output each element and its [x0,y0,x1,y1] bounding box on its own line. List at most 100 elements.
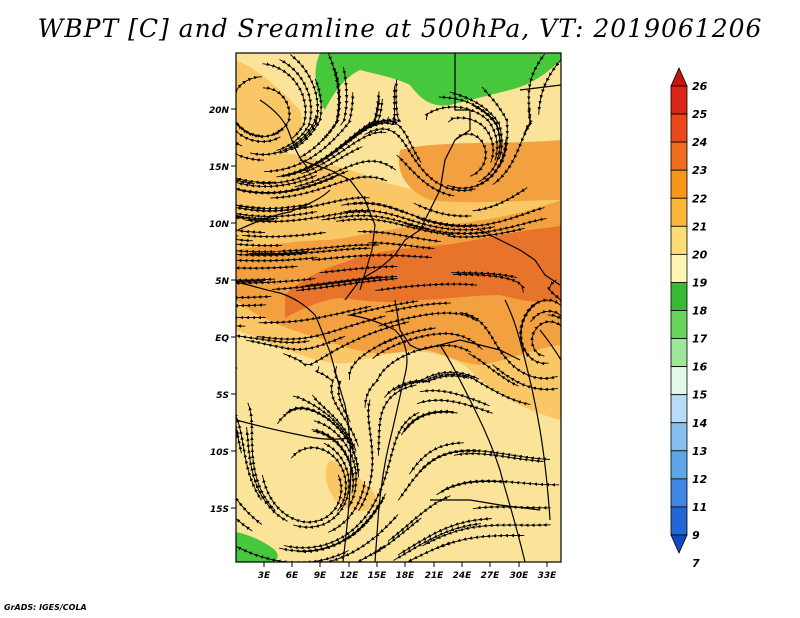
colorbar-top-arrow [670,67,688,87]
colorbar-box [670,366,688,396]
streamline [336,541,455,562]
lon-label: 24E [453,571,473,581]
streamline [418,448,550,473]
streamline [276,59,313,151]
streamline [385,301,451,313]
colorbar-box [670,506,688,536]
streamline [270,175,388,200]
colorbar-label: 20 [692,248,708,261]
colorbar-label: 26 [692,80,708,93]
colorbar-label: 13 [692,445,708,458]
colorbar-box [670,450,688,480]
streamline [312,253,433,262]
colorbar-label: 25 [692,108,708,121]
latitude-axis: 20N 15N 10N 5N EQ 5S 10S 15S [209,106,236,515]
streamline [236,322,246,328]
lon-label: 15E [368,571,388,581]
lat-label: 15N [209,163,230,173]
lat-label: 5N [215,277,229,287]
colorbar-box [670,282,688,311]
colorbar-label: 17 [692,333,708,346]
streamline [236,294,272,301]
streamline [518,301,549,366]
streamline [236,200,318,219]
streamline [236,256,318,263]
colorbar-box [670,225,688,255]
colorbar-box [670,253,688,283]
streamline [447,227,525,239]
colorbar-box [670,197,688,227]
streamline [320,53,341,143]
streamline [328,481,366,533]
streamline [467,352,519,387]
lon-label: 33E [538,571,558,581]
streamline [236,384,243,454]
lat-label: 5S [216,391,229,401]
colorbar-label: 24 [692,136,707,149]
colorbar-box [670,310,688,339]
streamline [244,209,371,224]
lat-label: EQ [215,334,229,344]
streamline [401,409,453,436]
colorbar-box [670,141,688,171]
lon-label: 9E [314,571,327,581]
colorbar: 26 25 24 23 22 21 20 19 18 17 16 15 14 13 12 11 9 7 [670,67,708,570]
lon-label: 30E [510,571,530,581]
colorbar-box [670,394,688,424]
streamline [236,230,283,248]
streamline [472,505,551,510]
streamline [406,218,496,232]
colorbar-label: 12 [692,473,708,486]
colorbar-label: 9 [692,529,700,542]
streamline [348,201,408,214]
colorbar-bottom-arrow [670,534,688,554]
lon-label: 6E [286,571,299,581]
streamline [236,544,349,562]
streamline [373,517,422,555]
streamline [236,223,266,235]
colorbar-label: 11 [692,501,707,514]
streamline [236,331,310,345]
map-title: WBPT [C] and Sreamline at 500hPa, VT: 20… [37,14,763,43]
colorbar-box [670,422,688,452]
streamline [236,200,279,221]
streamline [244,246,371,257]
streamline [440,479,560,492]
colorbar-label: 14 [692,417,707,430]
streamline [340,66,349,126]
colorbar-label: 23 [692,164,708,177]
streamline [368,241,435,250]
field-level-17-north [315,53,561,110]
wbpt-field [236,53,561,562]
streamline [236,549,238,552]
streamline [451,270,517,279]
colorbar-label: 22 [692,192,708,205]
streamline [236,264,298,271]
colorbar-label: 21 [692,220,707,233]
streamline [546,279,561,341]
field-level-22b [398,140,561,203]
streamline [236,98,284,139]
colorbar-box [670,338,688,368]
colorbar-label: 15 [692,389,708,402]
streamline [236,153,275,185]
lon-label: 21E [425,571,445,581]
colorbar-box [670,169,688,199]
lat-label: 20N [209,106,230,116]
streamline [372,331,483,359]
streamline [283,321,410,367]
lat-label: 15S [210,505,229,515]
streamlines [236,53,561,562]
colorbar-box [670,478,688,508]
streamline [530,319,561,357]
colorbar-label: 18 [692,305,708,318]
streamline [321,213,428,230]
field-level-23 [285,226,561,318]
streamline [292,395,355,450]
lon-label: 18E [396,571,416,581]
grads-credit: GrADS: IGES/COLA [4,603,87,612]
lon-label: 27E [481,571,501,581]
lat-label: 10S [210,448,229,458]
colorbar-label: 19 [692,276,708,289]
